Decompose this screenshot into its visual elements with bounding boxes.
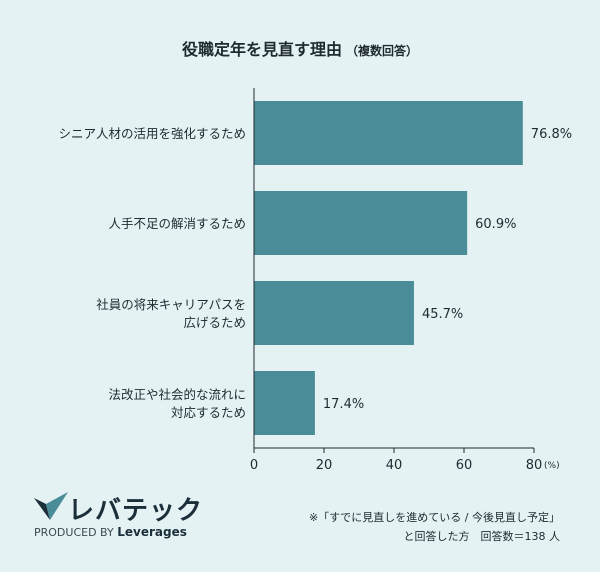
logo-tagline: PRODUCED BY Leverages xyxy=(34,525,187,539)
bar-3 xyxy=(254,371,315,435)
logo-tagline-prefix: PRODUCED BY xyxy=(34,526,114,539)
bar-1 xyxy=(254,191,468,255)
value-label-3: 17.4% xyxy=(323,397,364,412)
category-label-3-0: 法改正や社会的な流れに xyxy=(108,387,246,402)
footnote: ※「すでに見直しを進めている / 今後見直し予定」 と回答した方 回答数＝138… xyxy=(309,508,560,546)
x-tick-label-1: 20 xyxy=(316,458,333,473)
footnote-line-1: ※「すでに見直しを進めている / 今後見直し予定」 xyxy=(308,511,560,524)
logo-mark-icon xyxy=(34,492,68,520)
footnote-line-2: と回答した方 回答数＝138 人 xyxy=(403,530,561,543)
value-label-1: 60.9% xyxy=(475,217,516,232)
value-label-0: 76.8% xyxy=(531,127,572,142)
x-tick-label-3: 60 xyxy=(456,458,473,473)
x-tick-label-2: 40 xyxy=(386,458,403,473)
chart-title-note: （複数回答） xyxy=(346,44,419,58)
category-label-0-0: シニア人材の活用を強化するため xyxy=(58,126,246,141)
category-label-3-1: 対応するため xyxy=(171,405,246,420)
value-label-2: 45.7% xyxy=(422,307,463,322)
chart-title-text: 役職定年を見直す理由 xyxy=(181,40,342,59)
bar-0 xyxy=(254,101,523,165)
x-unit-label: (%) xyxy=(544,461,560,471)
x-tick-label-4: 80 xyxy=(526,458,543,473)
x-tick-label-0: 0 xyxy=(250,458,258,473)
category-label-2-1: 広げるため xyxy=(183,315,246,330)
bar-2 xyxy=(254,281,414,345)
category-label-1-0: 人手不足の解消するため xyxy=(108,216,246,231)
logo-wordmark: レバテック xyxy=(68,496,204,526)
levtech-logo: レバテック PRODUCED BY Leverages xyxy=(34,490,204,550)
logo-tagline-brand: Leverages xyxy=(117,525,187,539)
category-label-2-0: 社員の将来キャリアパスを xyxy=(96,297,246,312)
bar-chart: 76.8% シニア人材の活用を強化するため 60.9% 人手不足の解消するため 45.7… xyxy=(58,88,572,473)
chart-title: 役職定年を見直す理由 （複数回答） xyxy=(0,36,600,60)
